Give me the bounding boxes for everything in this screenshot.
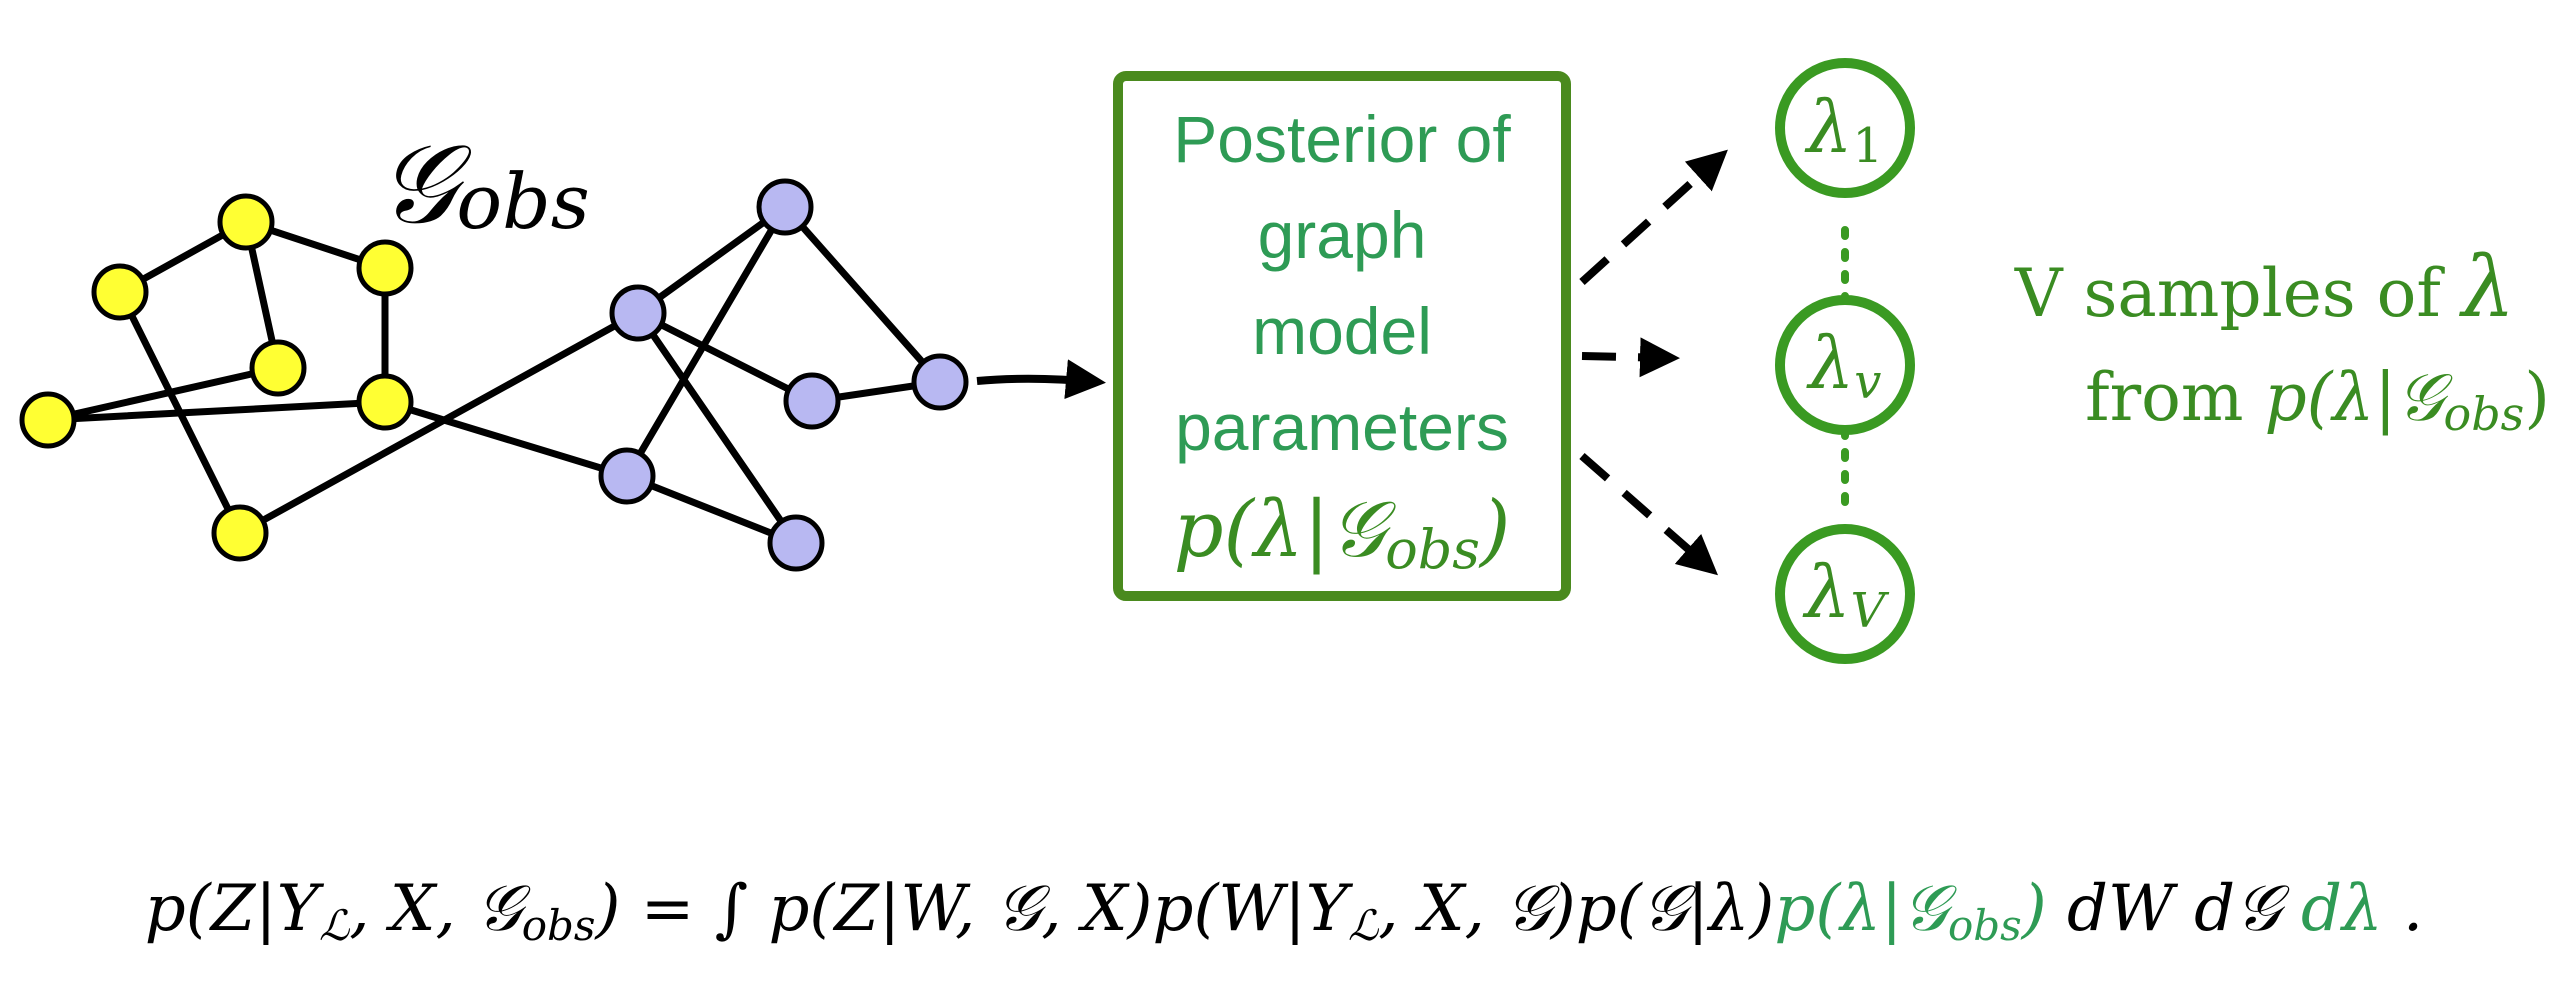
graph-node <box>356 373 414 431</box>
eq-term4: dW d𝒢 <box>2047 872 2301 946</box>
graph-node <box>911 353 969 411</box>
equation: p(Z|Yℒ, X, 𝒢obs) = ∫ p(Z|W, 𝒢, X)p(W|Yℒ,… <box>145 872 2423 950</box>
sample-lambda-V: λV <box>1775 524 1915 664</box>
posterior-line-2: graph <box>1258 198 1427 272</box>
graph-label-sub: obs <box>456 157 589 246</box>
posterior-line-3: model <box>1252 294 1432 368</box>
sample-lambda-1: λ1 <box>1775 58 1915 198</box>
graph-node <box>211 504 269 562</box>
eq-term2: , X, 𝒢)p(𝒢|λ) <box>1378 872 1774 946</box>
samples-caption-formula: p(λ|𝒢 <box>2264 359 2453 436</box>
sample-v-sub: v <box>1854 354 1881 410</box>
eq-term5: dλ <box>2301 872 2383 946</box>
sample-V-main: λ <box>1802 550 1851 634</box>
eq-term3: p(λ|𝒢 <box>1774 872 1957 946</box>
samples-caption-from: from <box>2085 359 2264 436</box>
graph-node <box>609 284 667 342</box>
sample-lambda-v: λv <box>1775 295 1915 435</box>
eq-term3-close: ) <box>2020 872 2047 946</box>
posterior-formula: p(λ|𝒢obs) <box>1174 485 1511 581</box>
eq-term1: p(Z|W, 𝒢, X)p(W|Y <box>748 872 1354 946</box>
samples-caption-text: V samples of <box>2014 255 2462 332</box>
eq-lhs-sub-L: ℒ <box>319 901 350 950</box>
graph-node <box>19 391 77 449</box>
graph-node <box>356 239 414 297</box>
samples-caption-close: ) <box>2524 359 2550 436</box>
posterior-box-text: Posterior of graph model parameters <box>1173 102 1511 464</box>
graph-label: 𝒢obs <box>378 120 590 248</box>
samples-caption-line-1: V samples of λ <box>2014 238 2515 336</box>
eq-lhs-close: ) = ∫ <box>593 872 748 946</box>
eq-term1-sub: ℒ <box>1348 901 1379 950</box>
svg-text:λv: λv <box>1806 321 1882 410</box>
graph-node <box>249 339 307 397</box>
sample-arrow-mid <box>1581 337 1680 378</box>
posterior-line-4: parameters <box>1175 390 1509 464</box>
sample-arrow-top <box>1579 149 1728 285</box>
graph-node <box>767 514 825 572</box>
samples-caption-sub: obs <box>2444 387 2525 441</box>
svg-text:λ1: λ1 <box>1804 85 1883 174</box>
sample-arrow-bottom <box>1579 452 1719 576</box>
graph-node <box>217 193 275 251</box>
eq-lhs: p(Z|Y <box>145 872 325 946</box>
samples-caption-symbol: λ <box>2459 238 2515 336</box>
posterior-formula-sub: obs <box>1385 518 1480 581</box>
sample-V-sub: V <box>1850 583 1889 639</box>
graph-node <box>91 263 149 321</box>
eq-lhs-rest: , X, 𝒢 <box>349 872 531 946</box>
samples-caption-line-2: from p(λ|𝒢obs) <box>2085 359 2550 441</box>
eq-term3-sub: obs <box>1948 901 2022 950</box>
graph-node <box>756 178 814 236</box>
graph-nodes <box>19 178 969 572</box>
graph-to-posterior-arrow <box>976 359 1106 400</box>
posterior-line-1: Posterior of <box>1173 102 1511 176</box>
graph-node <box>783 372 841 430</box>
graph-edges <box>44 203 944 547</box>
sample-1-main: λ <box>1804 85 1853 169</box>
posterior-box <box>1113 71 1571 601</box>
eq-term6: . <box>2383 872 2424 946</box>
sample-v-main: λ <box>1806 321 1855 405</box>
graph-node <box>598 447 656 505</box>
eq-lhs-sub-obs: obs <box>522 901 596 950</box>
posterior-formula-main: p(λ|𝒢 <box>1174 485 1397 575</box>
sample-1-sub: 1 <box>1853 118 1884 174</box>
posterior-formula-close: ) <box>1478 485 1510 575</box>
svg-text:λV: λV <box>1802 550 1890 639</box>
